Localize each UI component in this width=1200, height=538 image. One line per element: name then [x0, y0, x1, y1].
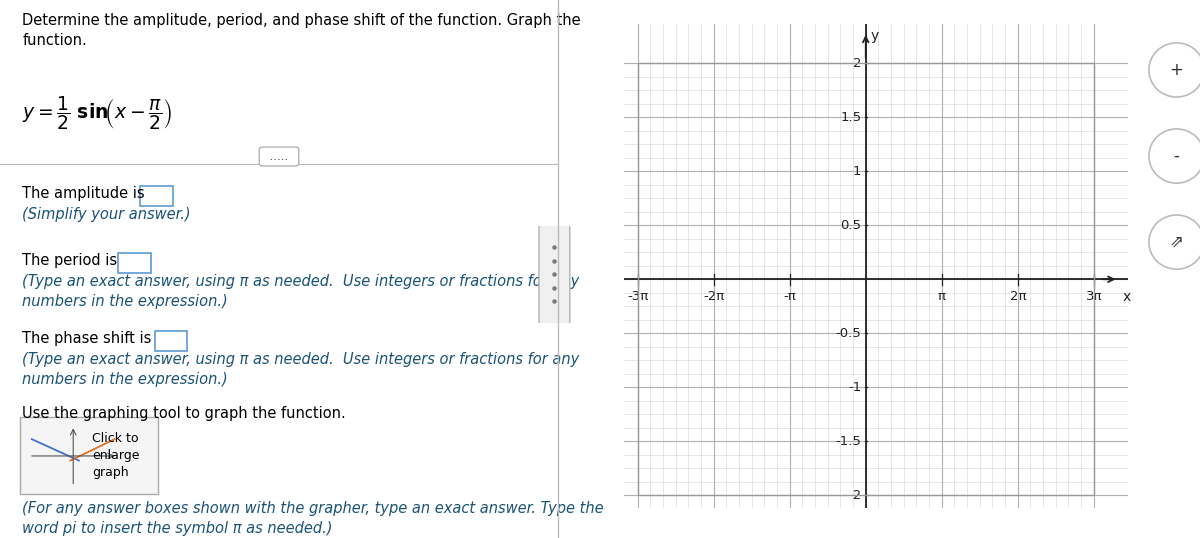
- Text: -2: -2: [848, 489, 862, 502]
- FancyBboxPatch shape: [20, 417, 158, 494]
- FancyBboxPatch shape: [539, 222, 570, 327]
- Text: The phase shift is: The phase shift is: [23, 331, 151, 346]
- Bar: [637, 63, 1093, 495]
- Text: 2π: 2π: [1009, 290, 1026, 303]
- Text: y: y: [870, 30, 878, 44]
- Text: -1: -1: [848, 381, 862, 394]
- Text: (Type an exact answer, using π as needed.  Use integers or fractions for any
num: (Type an exact answer, using π as needed…: [23, 274, 580, 309]
- Text: -3π: -3π: [628, 290, 648, 303]
- Text: x: x: [1122, 290, 1130, 304]
- Text: The amplitude is: The amplitude is: [23, 186, 145, 201]
- Text: ⇗: ⇗: [1170, 233, 1183, 251]
- Text: .....: .....: [262, 150, 296, 163]
- Text: 1: 1: [853, 165, 862, 178]
- Circle shape: [1148, 43, 1200, 97]
- Text: The period is: The period is: [23, 253, 118, 268]
- Text: -: -: [1174, 147, 1180, 165]
- Circle shape: [1148, 129, 1200, 183]
- Text: π: π: [937, 290, 946, 303]
- Text: -π: -π: [784, 290, 796, 303]
- Text: $y = \dfrac{1}{2}\ \mathbf{sin}\!\left(x - \dfrac{\pi}{2}\right)$: $y = \dfrac{1}{2}\ \mathbf{sin}\!\left(x…: [23, 94, 173, 132]
- Text: 1.5: 1.5: [840, 111, 862, 124]
- FancyBboxPatch shape: [155, 331, 187, 351]
- Text: 2: 2: [853, 56, 862, 69]
- Text: -0.5: -0.5: [835, 327, 862, 340]
- Text: (Simplify your answer.): (Simplify your answer.): [23, 207, 191, 222]
- Text: 3π: 3π: [1086, 290, 1102, 303]
- Text: -1.5: -1.5: [835, 435, 862, 448]
- FancyBboxPatch shape: [140, 186, 173, 206]
- Text: (For any answer boxes shown with the grapher, type an exact answer. Type the
wor: (For any answer boxes shown with the gra…: [23, 501, 604, 536]
- FancyBboxPatch shape: [119, 253, 151, 273]
- Text: +: +: [1170, 61, 1183, 79]
- Text: 0.5: 0.5: [840, 219, 862, 232]
- Text: Click to
enlarge
graph: Click to enlarge graph: [92, 433, 139, 479]
- Text: Determine the amplitude, period, and phase shift of the function. Graph the
func: Determine the amplitude, period, and pha…: [23, 13, 581, 48]
- Text: Use the graphing tool to graph the function.: Use the graphing tool to graph the funct…: [23, 406, 346, 421]
- Text: (Type an exact answer, using π as needed.  Use integers or fractions for any
num: (Type an exact answer, using π as needed…: [23, 352, 580, 387]
- Text: -2π: -2π: [703, 290, 725, 303]
- Circle shape: [1148, 215, 1200, 269]
